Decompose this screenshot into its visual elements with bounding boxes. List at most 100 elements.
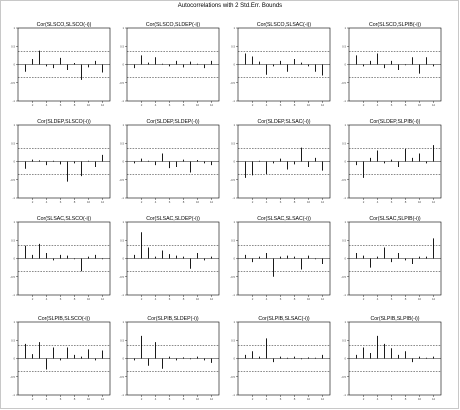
x-tick-label: 12	[210, 297, 214, 301]
y-tick-label: -0.5	[119, 375, 124, 379]
x-tick-label: 2	[141, 397, 143, 401]
x-tick-label: 6	[169, 397, 171, 401]
x-tick-label: 8	[183, 397, 185, 401]
panel-title: Cor(SLDEP,SLPIB(-i))	[370, 119, 421, 125]
x-tick-label: 12	[321, 297, 325, 301]
x-tick-label: 2	[363, 103, 365, 107]
y-tick-label: 0.5	[342, 338, 346, 342]
x-tick-label: 6	[60, 297, 62, 301]
x-tick-label: 2	[141, 200, 143, 204]
x-tick-label: 12	[432, 200, 436, 204]
panel: Cor(SLDEP,SLSCO(-i)) 1 0.5 0 -0.5 -1 2 4 6 8 10 12	[10, 119, 111, 204]
x-tick-label: 6	[169, 297, 171, 301]
x-tick-label: 8	[294, 297, 296, 301]
x-tick-label: 2	[252, 200, 254, 204]
panel: Cor(SLDEP,SLDEP(-i)) 1 0.5 0 -0.5 -1 2 4 6 8 10 12	[119, 119, 220, 204]
y-tick-label: -1	[233, 99, 236, 103]
x-tick-label: 12	[210, 200, 214, 204]
y-tick-label: -1	[233, 293, 236, 297]
y-tick-label: -1	[122, 196, 125, 200]
panel: Cor(SLSAC,SLDEP(-i)) 1 0.5 0 -0.5 -1 2 4 6 8 10 12	[119, 216, 220, 301]
y-tick-label: -0.5	[10, 81, 15, 85]
y-tick-label: -1	[122, 293, 125, 297]
y-tick-label: 0.5	[342, 238, 346, 242]
x-tick-label: 4	[155, 297, 157, 301]
x-tick-label: 12	[101, 103, 105, 107]
x-tick-label: 8	[405, 200, 407, 204]
y-tick-label: 0	[122, 357, 124, 361]
y-tick-label: 0	[122, 160, 124, 164]
x-tick-label: 12	[321, 200, 325, 204]
y-tick-label: 0	[13, 257, 15, 261]
y-tick-label: 0	[122, 257, 124, 261]
y-tick-label: -1	[233, 393, 236, 397]
y-tick-label: 0.5	[231, 238, 235, 242]
panel: Cor(SLDEP,SLPIB(-i)) 1 0.5 0 -0.5 -1 2 4 6 8 10 12	[341, 119, 442, 204]
panel: Cor(SLSAC,SLSCO(-i)) 1 0.5 0 -0.5 -1 2 4 6 8 10 12	[10, 216, 111, 301]
x-tick-label: 4	[266, 297, 268, 301]
y-tick-label: 1	[344, 220, 346, 224]
x-tick-label: 8	[294, 200, 296, 204]
x-tick-label: 2	[32, 397, 34, 401]
y-tick-label: 0	[233, 63, 235, 67]
y-tick-label: 0.5	[120, 338, 124, 342]
y-tick-label: -0.5	[230, 375, 235, 379]
x-tick-label: 8	[405, 103, 407, 107]
y-tick-label: -0.5	[230, 178, 235, 182]
x-tick-label: 8	[74, 397, 76, 401]
x-tick-label: 8	[294, 397, 296, 401]
y-tick-label: -0.5	[341, 81, 346, 85]
x-tick-label: 2	[252, 397, 254, 401]
y-tick-label: -0.5	[341, 178, 346, 182]
y-tick-label: 1	[122, 123, 124, 127]
panel: Cor(SLSCO,SLPIB(-i)) 1 0.5 0 -0.5 -1 2 4 6 8 10 12	[341, 22, 442, 107]
y-tick-label: -1	[13, 99, 16, 103]
x-tick-label: 6	[280, 200, 282, 204]
y-tick-label: -1	[122, 393, 125, 397]
y-tick-label: -1	[13, 196, 16, 200]
y-tick-label: -1	[13, 393, 16, 397]
y-tick-label: 0.5	[231, 44, 235, 48]
y-tick-label: 0.5	[120, 44, 124, 48]
y-tick-label: 0.5	[11, 141, 15, 145]
y-tick-label: 1	[122, 320, 124, 324]
y-tick-label: 0.5	[342, 44, 346, 48]
y-tick-label: 1	[233, 320, 235, 324]
x-tick-label: 6	[169, 103, 171, 107]
x-tick-label: 10	[307, 200, 311, 204]
x-tick-label: 10	[87, 200, 91, 204]
chart-title: Autocorrelations with 2 Std.Err. Bounds	[177, 3, 283, 9]
x-tick-label: 4	[46, 397, 48, 401]
panel-title: Cor(SLSCO,SLPIB(-i))	[369, 22, 421, 28]
panel: Cor(SLSCO,SLSAC(-i)) 1 0.5 0 -0.5 -1 2 4 6 8 10 12	[230, 22, 331, 107]
panel-title: Cor(SLPIB,SLSCO(-i))	[38, 316, 90, 322]
x-tick-label: 4	[155, 103, 157, 107]
y-tick-label: 1	[13, 220, 15, 224]
x-tick-label: 12	[101, 200, 105, 204]
x-tick-label: 12	[101, 397, 105, 401]
y-tick-label: 0.5	[231, 141, 235, 145]
x-tick-label: 10	[307, 297, 311, 301]
y-tick-label: -0.5	[230, 275, 235, 279]
panel-title: Cor(SLSCO,SLDEP(-i))	[146, 22, 200, 28]
x-tick-label: 4	[266, 103, 268, 107]
y-tick-label: 0	[13, 160, 15, 164]
y-tick-label: 0.5	[120, 238, 124, 242]
x-tick-label: 2	[141, 103, 143, 107]
x-tick-label: 8	[405, 397, 407, 401]
panel: Cor(SLSAC,SLSAC(-i)) 1 0.5 0 -0.5 -1 2 4 6 8 10 12	[230, 216, 331, 301]
y-tick-label: 0.5	[11, 44, 15, 48]
panel-title: Cor(SLPIB,SLDEP(-i))	[147, 316, 199, 322]
x-tick-label: 10	[418, 297, 422, 301]
panel: Cor(SLPIB,SLSAC(-i)) 1 0.5 0 -0.5 -1 2 4 6 8 10 12	[230, 316, 331, 401]
y-tick-label: 0	[13, 357, 15, 361]
x-tick-label: 2	[252, 297, 254, 301]
x-tick-label: 10	[307, 103, 311, 107]
x-tick-label: 10	[87, 297, 91, 301]
y-tick-label: 1	[13, 320, 15, 324]
y-tick-label: 1	[344, 26, 346, 30]
y-tick-label: -1	[233, 196, 236, 200]
x-tick-label: 10	[196, 103, 200, 107]
y-tick-label: 1	[344, 123, 346, 127]
